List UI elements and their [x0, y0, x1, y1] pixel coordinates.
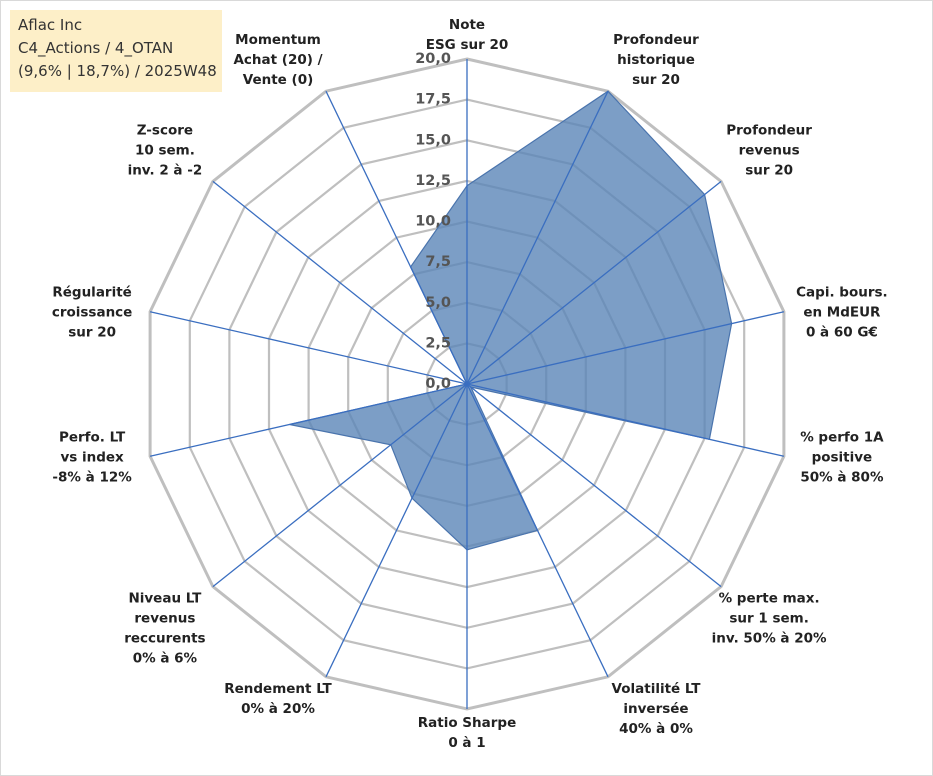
axis-label-1: Note ESG sur 20 — [426, 17, 509, 53]
axis-label-13: Z-score 10 sem. inv. 2 à -2 — [128, 122, 203, 178]
axis-spoke-13 — [212, 180, 468, 385]
axis-label-line: croissance — [52, 305, 133, 321]
axis-label-line: Rendement LT — [224, 681, 332, 697]
axis-label-line: sur 20 — [745, 162, 793, 178]
tick-label: 5,0 — [425, 295, 451, 311]
axis-label-line: inv. 50% à 20% — [712, 631, 827, 647]
axis-spoke-4 — [466, 311, 785, 385]
axis-label-line: -8% à 12% — [52, 469, 132, 485]
axis-label-line: Perfo. LT — [59, 429, 126, 445]
axis-label-line: 40% à 0% — [619, 721, 693, 737]
tick-label: 17,5 — [415, 92, 451, 108]
axis-spoke-7 — [466, 383, 609, 678]
axis-spoke-6 — [466, 383, 722, 588]
axis-label-line: 0 à 60 G€ — [806, 325, 878, 341]
axis-label-line: Profondeur — [613, 32, 699, 48]
axis-spoke-3 — [466, 180, 722, 385]
axis-label-line: % perte max. — [719, 591, 820, 607]
tick-label: 15,0 — [415, 132, 451, 148]
axis-spoke-14 — [325, 90, 468, 385]
axis-label-line: Z-score — [137, 122, 193, 138]
portfolio-label: C4_Actions / 4_OTAN — [18, 39, 174, 57]
axis-label-line: 0 à 1 — [448, 735, 485, 751]
tick-label: 0,0 — [425, 376, 451, 392]
axis-label-line: revenus — [134, 611, 195, 627]
axis-label-line: reccurents — [124, 631, 205, 647]
axis-label-11: Perfo. LT vs index -8% à 12% — [52, 429, 132, 485]
axis-label-8: Ratio Sharpe 0 à 1 — [418, 715, 516, 751]
axis-label-7: Volatilité LT inversée 40% à 0% — [612, 681, 702, 737]
tick-label: 7,5 — [425, 254, 451, 270]
axis-label-line: Momentum — [235, 32, 321, 48]
axis-label-line: Régularité — [52, 285, 131, 301]
axis-label-line: Volatilité LT — [612, 681, 702, 697]
axis-label-line: Ratio Sharpe — [418, 715, 516, 731]
axis-label-line: Note — [449, 17, 485, 33]
axis-label-line: Achat (20) / — [233, 52, 322, 68]
axis-label-line: positive — [812, 449, 873, 465]
period-label: (9,6% | 18,7%) / 2025W48 — [18, 62, 217, 80]
axis-label-line: inv. 2 à -2 — [128, 162, 203, 178]
axis-label-line: revenus — [739, 142, 800, 158]
tick-label: 20,0 — [415, 51, 451, 67]
axis-label-line: sur 1 sem. — [729, 611, 808, 627]
axis-label-2: Profondeur historique sur 20 — [613, 32, 699, 88]
axis-label-line: ESG sur 20 — [426, 37, 509, 53]
axis-label-line: inversée — [623, 701, 688, 717]
axis-spoke-12 — [149, 311, 468, 385]
axis-label-line: Niveau LT — [128, 591, 202, 607]
axis-spoke-2 — [466, 90, 609, 385]
axis-label-line: 0% à 6% — [133, 651, 198, 667]
axis-label-line: 10 sem. — [135, 142, 195, 158]
tick-label: 10,0 — [415, 214, 451, 230]
series-area-1 — [289, 90, 733, 551]
axis-spoke-11 — [149, 383, 468, 457]
axis-label-line: vs index — [60, 449, 124, 465]
axis-label-9: Rendement LT 0% à 20% — [224, 681, 332, 717]
axis-label-line: sur 20 — [68, 325, 116, 341]
axis-spoke-9 — [325, 383, 468, 678]
axis-label-line: en MdEUR — [803, 305, 881, 321]
axis-label-line: Vente (0) — [243, 72, 314, 88]
axis-label-12: Régularité croissance sur 20 — [52, 285, 133, 341]
company-name: Aflac Inc — [18, 16, 83, 34]
axis-label-line: % perfo 1A — [800, 429, 884, 445]
axis-label-line: 0% à 20% — [241, 701, 315, 717]
axis-spoke-10 — [212, 383, 468, 588]
axis-label-5: % perfo 1A positive 50% à 80% — [800, 429, 884, 485]
axis-label-6: % perte max. sur 1 sem. inv. 50% à 20% — [712, 591, 827, 647]
info-box: Aflac Inc C4_Actions / 4_OTAN (9,6% | 18… — [10, 10, 222, 92]
tick-label: 2,5 — [425, 335, 451, 351]
tick-label: 12,5 — [415, 173, 451, 189]
axis-label-line: historique — [617, 52, 695, 68]
axis-label-line: 50% à 80% — [800, 469, 884, 485]
axis-label-line: sur 20 — [632, 72, 680, 88]
axis-label-4: Capi. bours. en MdEUR 0 à 60 G€ — [796, 285, 888, 341]
axis-label-line: Profondeur — [726, 122, 812, 138]
axis-label-line: Capi. bours. — [796, 285, 888, 301]
axis-label-10: Niveau LT revenus reccurents 0% à 6% — [124, 591, 205, 667]
axis-label-3: Profondeur revenus sur 20 — [726, 122, 812, 178]
axis-label-14: Momentum Achat (20) / Vente (0) — [233, 32, 322, 88]
axis-spoke-5 — [466, 383, 785, 457]
